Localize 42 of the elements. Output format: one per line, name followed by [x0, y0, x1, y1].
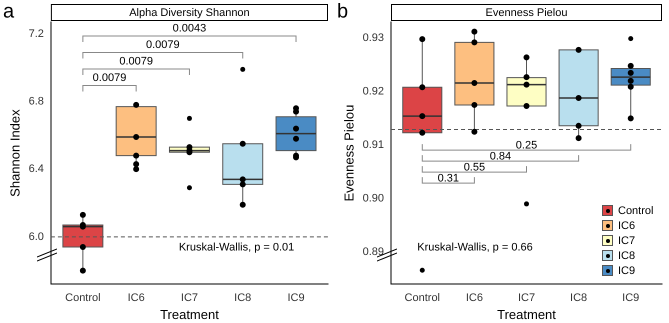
text: b	[337, 0, 348, 23]
y-tick-label: 0.92	[362, 86, 384, 98]
annotation: Kruskal-Wallis, p = 0.01	[178, 242, 294, 254]
x-tick-label: Control	[404, 292, 440, 304]
x-tick-label: IC6	[466, 292, 483, 304]
y-tick-label: 0.89	[362, 246, 384, 258]
legend-label: IC8	[618, 250, 636, 262]
annotation: 0.0079	[146, 39, 180, 52]
y-tick-label: 6.8	[28, 96, 44, 108]
annotation: 0.25	[516, 140, 538, 152]
text: a	[3, 0, 15, 23]
legend-label: IC9	[618, 264, 636, 277]
y-tick-label: 0.93	[362, 32, 384, 44]
x-axis-title: Treatment	[497, 306, 556, 322]
x-tick-label: IC7	[180, 292, 198, 304]
y-tick-label: 0.90	[362, 192, 384, 205]
x-tick-label: IC9	[622, 292, 640, 304]
x-tick-label: IC6	[128, 292, 145, 304]
legend-label: Control	[618, 204, 654, 217]
chart-title: Evenness Pielou	[486, 7, 568, 20]
x-axis-title: Treatment	[160, 306, 220, 322]
y-axis-title: Shannon Index	[7, 108, 22, 197]
x-tick-label: IC9	[287, 292, 305, 304]
legend-label: IC6	[618, 220, 636, 232]
x-tick-label: Control	[65, 292, 101, 304]
x-tick-label: IC7	[518, 292, 536, 304]
x-tick-label: IC8	[234, 292, 252, 304]
y-axis-title: Evenness Pielou	[341, 104, 356, 202]
annotation: 0.0079	[92, 72, 126, 84]
y-tick-label: 6.4	[28, 163, 44, 176]
y-tick-label: 7.2	[28, 28, 44, 40]
annotation: 0.31	[438, 172, 460, 185]
annotation: 0.0079	[119, 56, 153, 68]
y-tick-label: 0.91	[362, 139, 384, 152]
legend-label: IC7	[618, 234, 636, 247]
annotation: 0.84	[490, 150, 512, 163]
chart-title: Alpha Diversity Shannon	[129, 7, 250, 20]
annotation: Kruskal-Wallis, p = 0.66	[417, 242, 533, 254]
annotation: 0.55	[464, 162, 486, 174]
y-tick-label: 6.0	[28, 230, 44, 243]
x-tick-label: IC8	[570, 292, 588, 304]
annotation: 0.0043	[172, 22, 206, 35]
